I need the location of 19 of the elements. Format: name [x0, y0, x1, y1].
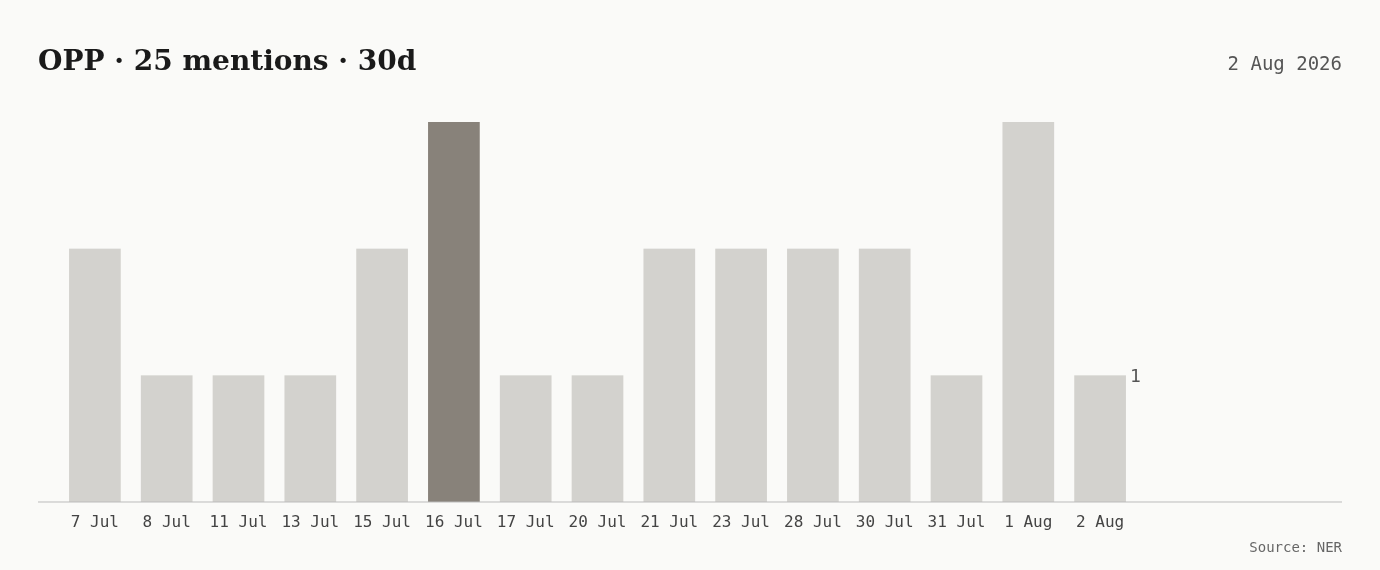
x-tick-label: 16 Jul	[425, 512, 483, 531]
source-note: Source: NER	[1249, 539, 1343, 555]
x-tick-label: 17 Jul	[496, 512, 555, 531]
chart-title: OPP · 25 mentions · 30d	[38, 44, 417, 77]
x-tick-label: 30 Jul	[855, 512, 914, 531]
x-tick-label: 7 Jul	[70, 512, 119, 531]
x-tick-label: 20 Jul	[568, 512, 627, 531]
text: 2 Aug 2026	[1227, 52, 1342, 74]
x-tick-label: 23 Jul	[712, 512, 770, 531]
x-tick-label: 1 Aug	[1004, 512, 1053, 531]
x-tick-label: 21 Jul	[640, 512, 699, 531]
x-tick-label: 13 Jul	[281, 512, 340, 531]
x-tick-label: 8 Jul	[142, 512, 191, 531]
x-tick-label: 11 Jul	[209, 512, 268, 531]
data-label: 1	[1129, 365, 1141, 387]
x-tick-label: 28 Jul	[784, 512, 842, 531]
x-tick-label: 2 Aug	[1076, 512, 1125, 531]
x-tick-label: 31 Jul	[927, 512, 986, 531]
x-tick-label: 15 Jul	[353, 512, 411, 531]
